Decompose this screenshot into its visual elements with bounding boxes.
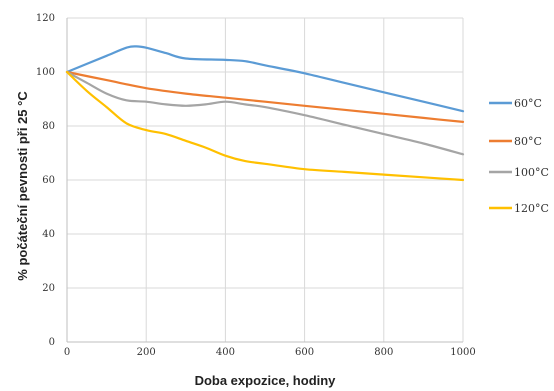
y-tick-label: 20 xyxy=(42,283,55,294)
x-tick-labels: 0 200 400 600 800 1000 xyxy=(64,347,476,358)
series-line-120c xyxy=(65,70,465,182)
y-tick-label: 0 xyxy=(49,337,55,348)
y-axis-title: % počáteční pevnosti při 25 °C xyxy=(15,91,30,281)
y-tick-label: 40 xyxy=(42,229,55,240)
y-tick-label: 60 xyxy=(42,175,55,186)
series-line-80c xyxy=(65,70,465,123)
legend-label: 100°C xyxy=(514,166,549,179)
series-line-100c xyxy=(65,70,465,156)
legend-label: 80°C xyxy=(514,135,542,148)
y-tick-labels: 0 20 40 60 80 100 120 xyxy=(36,13,55,348)
x-tick-label: 200 xyxy=(137,347,156,358)
x-axis-title: Doba expozice, hodiny xyxy=(195,373,337,388)
legend: 60°C 80°C 100°C 120°C xyxy=(489,97,549,215)
x-tick-label: 800 xyxy=(374,347,393,358)
x-tick-label: 400 xyxy=(216,347,235,358)
series-line-60c xyxy=(65,45,465,113)
legend-label: 60°C xyxy=(514,97,542,110)
x-tick-label: 1000 xyxy=(450,347,475,358)
x-tick-label: 600 xyxy=(295,347,314,358)
y-tick-label: 100 xyxy=(36,67,55,78)
y-tick-label: 80 xyxy=(42,121,55,132)
legend-label: 120°C xyxy=(514,202,549,215)
x-tick-label: 0 xyxy=(64,347,70,358)
series-lines xyxy=(65,45,465,182)
grid xyxy=(67,17,464,342)
y-tick-label: 120 xyxy=(36,13,55,24)
